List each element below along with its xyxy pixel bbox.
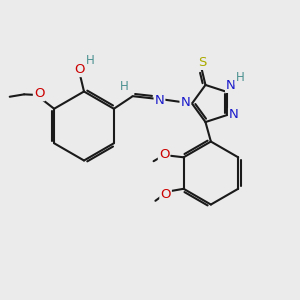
Text: H: H bbox=[120, 80, 128, 93]
Text: N: N bbox=[229, 109, 239, 122]
Text: N: N bbox=[226, 79, 236, 92]
Text: N: N bbox=[181, 95, 190, 109]
Text: H: H bbox=[85, 54, 94, 67]
Text: O: O bbox=[34, 87, 44, 100]
Text: H: H bbox=[236, 71, 244, 84]
Text: O: O bbox=[159, 148, 169, 161]
Text: S: S bbox=[198, 56, 206, 69]
Text: O: O bbox=[160, 188, 171, 201]
Text: O: O bbox=[74, 63, 85, 76]
Text: N: N bbox=[154, 94, 164, 106]
